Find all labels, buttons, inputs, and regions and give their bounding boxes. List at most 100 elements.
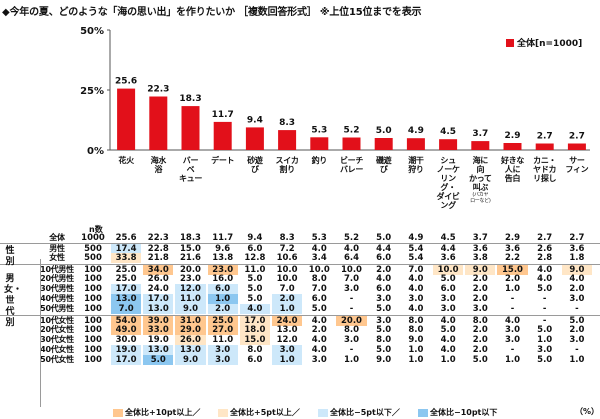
category-label-text: バー ベ キュー: [178, 156, 203, 183]
table-cell: 12.0: [175, 284, 206, 294]
table-cell: 2.2: [504, 253, 521, 263]
table-cell: 5.4: [408, 244, 424, 254]
table-cell: 4.0: [311, 345, 327, 355]
highlight-swatch: [318, 408, 328, 417]
table-cell: 4.0: [537, 274, 553, 284]
table-cell: 9.0: [561, 265, 592, 275]
row-n: 100: [84, 274, 102, 284]
table-cell: 9.6: [215, 244, 231, 254]
table-cell: 5.2: [343, 233, 360, 243]
table-cell: 4.0: [408, 304, 424, 314]
table-cell: 1.0: [537, 335, 553, 345]
table-cell: 12.8: [244, 253, 266, 263]
table-cell: 2.0: [472, 294, 488, 304]
highlight-legend-item: 全体比+5pt以上／: [218, 407, 300, 418]
table-cell: 3.0: [440, 304, 456, 314]
category-label-text: 潮干 狩り: [408, 156, 424, 174]
highlight-legend: 全体比+10pt以上／ 全体比+5pt以上／ 全体比−5pt以下／ 全体比−10pt以…: [113, 406, 600, 418]
table-cell: 5.0: [376, 233, 392, 243]
table-cell: 10.0: [340, 265, 362, 275]
table-cell: 3.0: [472, 304, 488, 314]
category-label: 海水 浴: [141, 156, 175, 174]
table-cell: 2.0: [504, 274, 521, 284]
table-cell: 3.0: [569, 294, 585, 304]
table-cell: 2.6: [537, 244, 553, 254]
table-cell: -: [542, 294, 547, 304]
table-cell: 5.0: [569, 316, 585, 326]
table-cell: 23.0: [207, 265, 238, 275]
category-label: スイカ 割り: [270, 156, 304, 174]
table-cell: 54.0: [111, 316, 142, 326]
table-cell: 3.8: [472, 253, 488, 263]
table-cell: 9.0: [175, 355, 206, 365]
data-label: 2.7: [537, 132, 553, 142]
table-cell: 3.6: [440, 253, 456, 263]
table-cell: 3.0: [504, 325, 521, 335]
data-label: 8.3: [279, 118, 295, 128]
category-label-text: ビーチ バレー: [339, 156, 364, 174]
table-cell: 1.0: [504, 355, 521, 365]
data-label: 4.5: [440, 127, 456, 137]
table-cell: 4.4: [376, 244, 392, 254]
row-n: 500: [84, 253, 102, 263]
row-n: 100: [84, 265, 102, 275]
table-cell: 5.0: [247, 294, 263, 304]
table-cell: 1.0: [343, 355, 360, 365]
highlight-label: 全体比+5pt以上／: [230, 408, 300, 417]
table-cell: 1.0: [504, 284, 521, 294]
table-cell: 3.0: [504, 335, 521, 345]
table-cell: -: [575, 345, 579, 355]
data-label: 5.2: [344, 126, 360, 136]
table-cell: 5.0: [376, 325, 392, 335]
table-cell: 13.0: [143, 345, 174, 355]
table-cell: 13.8: [212, 253, 234, 263]
bar: [342, 137, 361, 150]
table-row: 50代女性 100 17.0 5.0 9.0 3.0 6.0 1.0 3.0 1.0 9.0 1.0 1…: [0, 355, 600, 365]
table-cell: 6.0: [376, 253, 392, 263]
data-label: 5.3: [311, 125, 327, 135]
table-cell: 8.0: [343, 325, 360, 335]
row-n: 100: [84, 284, 102, 294]
category-label: 潮干 狩り: [399, 156, 433, 174]
group-label-gender: 性別: [5, 246, 15, 267]
table-row: 20代男性 100 25.0 26.0 23.0 16.0 5.0 10.0 8.0 7.0 4.0…: [0, 274, 600, 284]
category-label-text: サー フィン: [565, 156, 589, 174]
table-cell: 10.0: [276, 265, 298, 275]
highlight-swatch: [113, 408, 123, 417]
table-row: 10代女性 100 54.0 39.0 31.0 25.0 17.0 24.0 4.0 20.0 3…: [0, 315, 600, 326]
bar: [439, 139, 458, 150]
table-cell: 4.0: [311, 316, 327, 326]
category-label: サー フィン: [560, 156, 594, 174]
table-cell: 4.9: [408, 233, 424, 243]
row-label: 40代女性: [40, 345, 74, 354]
category-label: 砂遊 び: [238, 156, 272, 174]
table-cell: 19.0: [147, 335, 169, 345]
table-cell: 33.8: [111, 253, 142, 263]
row-label: 40代男性: [40, 294, 74, 303]
category-label-text: カニ・ ヤドカ リ探し: [533, 156, 557, 183]
table-cell: 15.0: [179, 244, 201, 254]
table-cell: 10.0: [276, 274, 298, 284]
table-cell: 3.0: [311, 355, 327, 365]
table-cell: 2.0: [472, 335, 488, 345]
table-cell: 2.9: [504, 233, 521, 243]
bar: [406, 138, 425, 150]
data-label: 2.9: [505, 131, 521, 141]
table-cell: 26.0: [147, 274, 169, 284]
data-label: 5.0: [376, 126, 392, 136]
table-cell: 5.0: [440, 274, 456, 284]
table-cell: 21.6: [179, 253, 201, 263]
table-cell: 6.4: [343, 253, 360, 263]
table-cell: 5.0: [472, 355, 488, 365]
table-cell: 1.0: [440, 355, 456, 365]
table-cell: 2.0: [472, 274, 488, 284]
data-label: 11.7: [212, 110, 234, 120]
table-cell: 3.6: [472, 244, 488, 254]
table-cell: 11.7: [212, 233, 234, 243]
y-tick-label: 25%: [80, 86, 104, 97]
table-cell: 30.0: [115, 335, 137, 345]
table-cell: 1.0: [272, 355, 303, 365]
table-cell: 3.0: [343, 335, 360, 345]
table-cell: 4.0: [440, 335, 456, 345]
row-n: 100: [84, 316, 102, 326]
